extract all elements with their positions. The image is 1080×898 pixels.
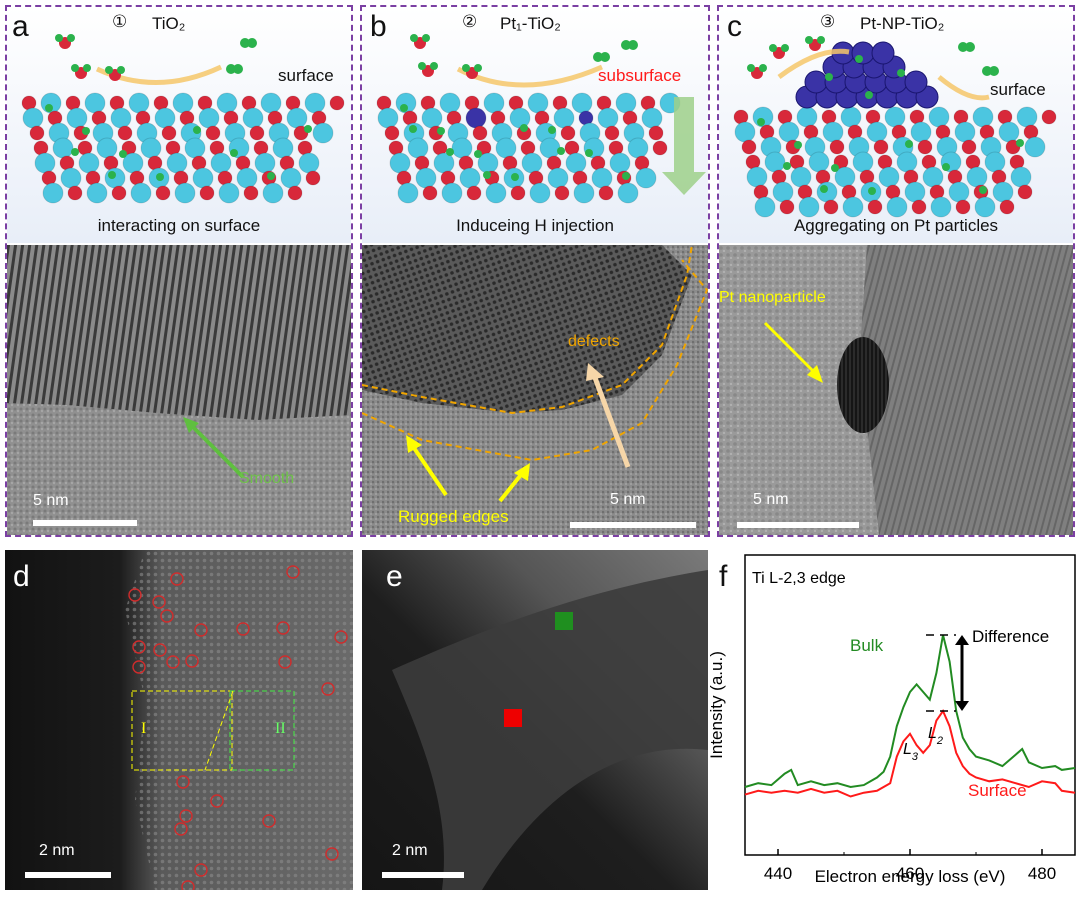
pt-nanoparticle-label: Pt nanoparticle xyxy=(719,289,826,306)
rugged-edges-label: Rugged edges xyxy=(398,507,509,526)
panel-a-tem-image: Smooth 5 nm xyxy=(7,245,351,535)
panel-c-scale-label: 5 nm xyxy=(753,491,789,508)
panel-f-letter: f xyxy=(719,560,728,593)
pt1-tio2-surface-model xyxy=(376,34,706,204)
panel-b-caption: Induceing H injection xyxy=(456,216,614,235)
series-line-bulk xyxy=(744,634,1076,789)
nanoparticle-image xyxy=(719,245,1073,535)
legend-bulk: Bulk xyxy=(850,636,884,655)
panel-c-caption: Aggregating on Pt particles xyxy=(793,216,999,235)
x-tick-label: 480 xyxy=(1028,864,1056,883)
panel-b-title: Pt₁-TiO₂ xyxy=(500,14,561,33)
panel-e-letter: e xyxy=(386,560,403,593)
panel-a-illustration xyxy=(7,7,351,243)
difference-arrow-head-down xyxy=(955,701,969,711)
panel-c-number: ③ xyxy=(820,12,836,31)
eels-chart-svg: 440 460 480 Electron energy loss (eV) Intens… xyxy=(707,554,1076,886)
defect-lattice xyxy=(362,245,708,535)
panel-b-subsurface-label: subsurface xyxy=(598,66,682,85)
panel-d-scale-label: 2 nm xyxy=(39,842,75,859)
chart-title: Ti L-2,3 edge xyxy=(752,570,846,587)
difference-label: Difference xyxy=(972,627,1049,646)
panel-b-scalebar xyxy=(570,522,696,528)
panel-d-scalebar xyxy=(25,872,111,878)
panel-b-letter: b xyxy=(370,10,387,43)
x-tick-label: 460 xyxy=(896,864,924,883)
panel-c-surface-label: surface xyxy=(990,80,1046,99)
x-axis-label: Electron energy loss (eV) xyxy=(815,867,1006,886)
panel-c-title: Pt-NP-TiO₂ xyxy=(860,14,945,33)
tio2-surface-model xyxy=(21,34,345,204)
panel-a-scale-label: 5 nm xyxy=(33,492,69,509)
pt-np-tio2-surface-model xyxy=(733,36,1057,218)
legend-surface: Surface xyxy=(968,781,1027,800)
panel-c-tem-image: Pt nanoparticle 5 nm xyxy=(719,245,1073,535)
smooth-label: Smooth xyxy=(239,470,295,487)
region-i-label: I xyxy=(141,720,147,737)
panel-c-scalebar xyxy=(737,522,859,528)
series-line-surface xyxy=(744,708,1076,798)
panel-c-illustration xyxy=(719,7,1073,243)
eels-chart: 440 460 480 Electron energy loss (eV) Intens… xyxy=(700,550,1080,893)
panel-c-frame xyxy=(717,5,1075,537)
panel-b-number: ② xyxy=(462,12,478,31)
haadf-stem-e xyxy=(362,550,708,890)
panel-a-number: ① xyxy=(112,12,128,31)
region-ii-label: II xyxy=(275,720,286,737)
haadf-stem-d xyxy=(5,550,353,890)
panel-c-letter: c xyxy=(727,10,742,43)
panel-b-scale-label: 5 nm xyxy=(610,491,646,508)
x-tick-label: 440 xyxy=(764,864,792,883)
panel-e-stem-image: e 2 nm xyxy=(362,550,708,890)
panel-d-letter: d xyxy=(13,560,30,593)
difference-arrow-head-up xyxy=(955,635,969,645)
panel-a-title: TiO₂ xyxy=(152,14,186,33)
plot-frame xyxy=(744,554,1076,856)
y-axis-label: Intensity (a.u.) xyxy=(707,651,726,759)
panel-a-letter: a xyxy=(12,10,29,43)
lattice-fringes xyxy=(7,245,351,535)
panel-b-tem-image: defects Rugged edges 5 nm xyxy=(362,245,708,535)
panel-b-illustration xyxy=(362,7,708,243)
panel-e-scalebar xyxy=(382,872,464,878)
panel-a-frame xyxy=(5,5,353,537)
panel-a-surface-label: surface xyxy=(278,66,334,85)
panel-d-stem-image: d I II 2 nm xyxy=(5,550,353,890)
defects-label: defects xyxy=(568,333,620,350)
panel-a-caption: interacting on surface xyxy=(97,216,261,235)
panel-e-scale-label: 2 nm xyxy=(392,842,428,859)
panel-a-scalebar xyxy=(33,520,137,526)
panel-b-frame xyxy=(360,5,710,537)
